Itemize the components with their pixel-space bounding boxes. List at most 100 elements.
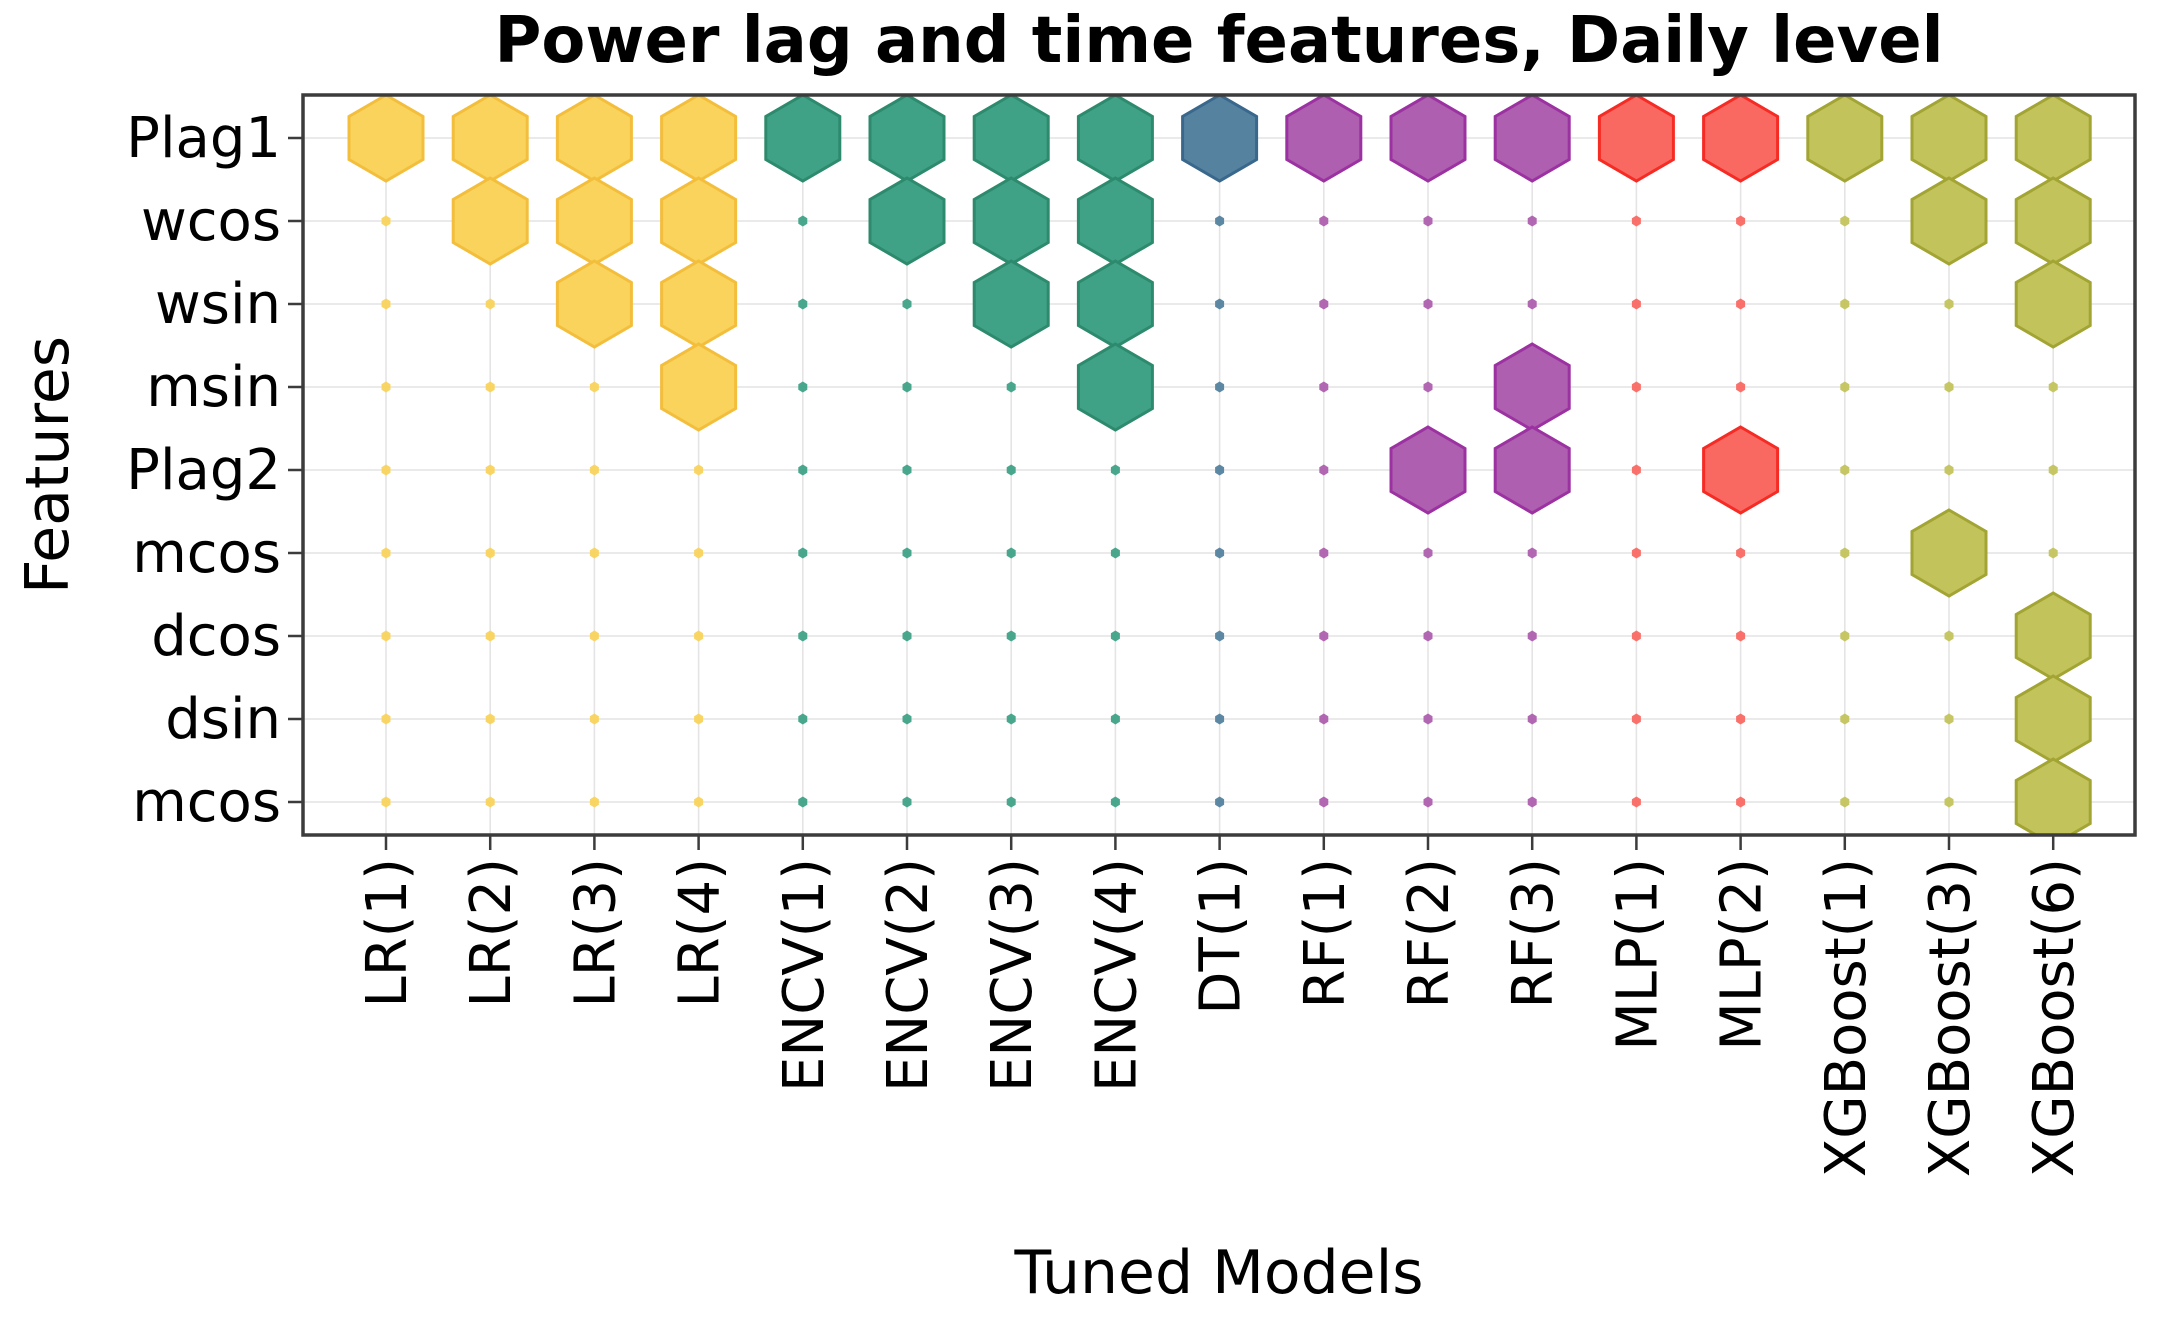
minor-marker bbox=[1215, 464, 1225, 476]
minor-marker bbox=[798, 630, 808, 642]
feature-hexagon bbox=[868, 176, 946, 266]
minor-marker bbox=[1631, 298, 1641, 310]
y-tick-label: msin bbox=[146, 355, 281, 420]
minor-marker bbox=[381, 547, 391, 559]
minor-marker bbox=[1944, 713, 1954, 725]
minor-marker bbox=[1006, 713, 1016, 725]
minor-marker bbox=[2048, 547, 2058, 559]
minor-marker bbox=[485, 547, 495, 559]
feature-hexagon bbox=[451, 176, 529, 266]
feature-hexagon bbox=[1702, 425, 1780, 515]
minor-marker bbox=[798, 298, 808, 310]
minor-marker bbox=[798, 796, 808, 808]
minor-marker bbox=[1319, 713, 1329, 725]
minor-marker bbox=[902, 298, 912, 310]
minor-marker bbox=[485, 713, 495, 725]
feature-hexagon bbox=[1910, 176, 1988, 266]
minor-marker bbox=[1006, 547, 1016, 559]
minor-marker bbox=[1840, 630, 1850, 642]
minor-marker bbox=[1631, 215, 1641, 227]
x-tick-label: MLP(2) bbox=[1710, 858, 1775, 1051]
y-tick-label: wsin bbox=[155, 272, 281, 337]
feature-hexagon bbox=[1285, 95, 1363, 183]
minor-marker bbox=[381, 796, 391, 808]
minor-marker bbox=[902, 796, 912, 808]
minor-marker bbox=[1527, 713, 1537, 725]
minor-marker bbox=[1840, 547, 1850, 559]
feature-hexagon bbox=[1597, 95, 1675, 183]
x-tick-label: XGBoost(6) bbox=[2022, 858, 2087, 1177]
feature-hexagon bbox=[764, 95, 842, 183]
minor-marker bbox=[2048, 464, 2058, 476]
minor-marker bbox=[1423, 796, 1433, 808]
minor-marker bbox=[381, 630, 391, 642]
minor-marker bbox=[902, 464, 912, 476]
feature-hexagon bbox=[1076, 342, 1154, 432]
minor-marker bbox=[1006, 464, 1016, 476]
y-tick-label: mcos bbox=[132, 770, 281, 835]
minor-marker bbox=[1944, 796, 1954, 808]
minor-marker bbox=[1319, 464, 1329, 476]
minor-marker bbox=[798, 215, 808, 227]
minor-marker bbox=[1840, 381, 1850, 393]
y-tick-label: Plag2 bbox=[126, 438, 281, 503]
minor-marker bbox=[589, 796, 599, 808]
minor-marker bbox=[1736, 547, 1746, 559]
minor-marker bbox=[381, 215, 391, 227]
minor-marker bbox=[1110, 630, 1120, 642]
minor-marker bbox=[1631, 630, 1641, 642]
minor-marker bbox=[1006, 630, 1016, 642]
minor-marker bbox=[485, 298, 495, 310]
minor-marker bbox=[798, 381, 808, 393]
minor-marker bbox=[902, 547, 912, 559]
minor-marker bbox=[485, 630, 495, 642]
minor-marker bbox=[1319, 381, 1329, 393]
x-tick-label: LR(1) bbox=[355, 858, 420, 1007]
minor-marker bbox=[1006, 381, 1016, 393]
minor-marker bbox=[1527, 298, 1537, 310]
feature-hexagon bbox=[1493, 95, 1571, 183]
minor-marker bbox=[1319, 630, 1329, 642]
feature-hexagon bbox=[1389, 425, 1467, 515]
minor-marker bbox=[1527, 630, 1537, 642]
minor-marker bbox=[1944, 298, 1954, 310]
y-tick-label: Plag1 bbox=[126, 106, 281, 171]
feature-hexagon bbox=[1181, 95, 1259, 183]
minor-marker bbox=[1423, 298, 1433, 310]
feature-hexagon bbox=[2014, 757, 2092, 835]
minor-marker bbox=[694, 796, 704, 808]
minor-marker bbox=[798, 547, 808, 559]
y-tick-label: wcos bbox=[141, 189, 281, 254]
minor-marker bbox=[1110, 547, 1120, 559]
feature-hexagon bbox=[2014, 259, 2092, 349]
minor-marker bbox=[1736, 381, 1746, 393]
minor-marker bbox=[1944, 630, 1954, 642]
minor-marker bbox=[1215, 215, 1225, 227]
y-tick-label: dcos bbox=[151, 604, 281, 669]
minor-marker bbox=[1423, 547, 1433, 559]
x-tick-label: LR(4) bbox=[668, 858, 733, 1007]
minor-marker bbox=[2048, 381, 2058, 393]
minor-marker bbox=[1840, 215, 1850, 227]
minor-marker bbox=[1736, 796, 1746, 808]
minor-marker bbox=[1840, 713, 1850, 725]
minor-marker bbox=[589, 713, 599, 725]
feature-hexagon bbox=[1493, 425, 1571, 515]
minor-marker bbox=[1215, 630, 1225, 642]
x-tick-label: ENCV(4) bbox=[1084, 858, 1149, 1092]
minor-marker bbox=[1110, 796, 1120, 808]
x-tick-label: LR(2) bbox=[459, 858, 524, 1007]
feature-hexagon bbox=[1702, 95, 1780, 183]
minor-marker bbox=[1215, 547, 1225, 559]
minor-marker bbox=[798, 464, 808, 476]
minor-marker bbox=[798, 713, 808, 725]
minor-marker bbox=[1527, 215, 1537, 227]
x-tick-label: XGBoost(1) bbox=[1814, 858, 1879, 1177]
minor-marker bbox=[1423, 713, 1433, 725]
minor-marker bbox=[1215, 796, 1225, 808]
feature-hexagon bbox=[347, 95, 425, 183]
minor-marker bbox=[1110, 713, 1120, 725]
minor-marker bbox=[902, 381, 912, 393]
